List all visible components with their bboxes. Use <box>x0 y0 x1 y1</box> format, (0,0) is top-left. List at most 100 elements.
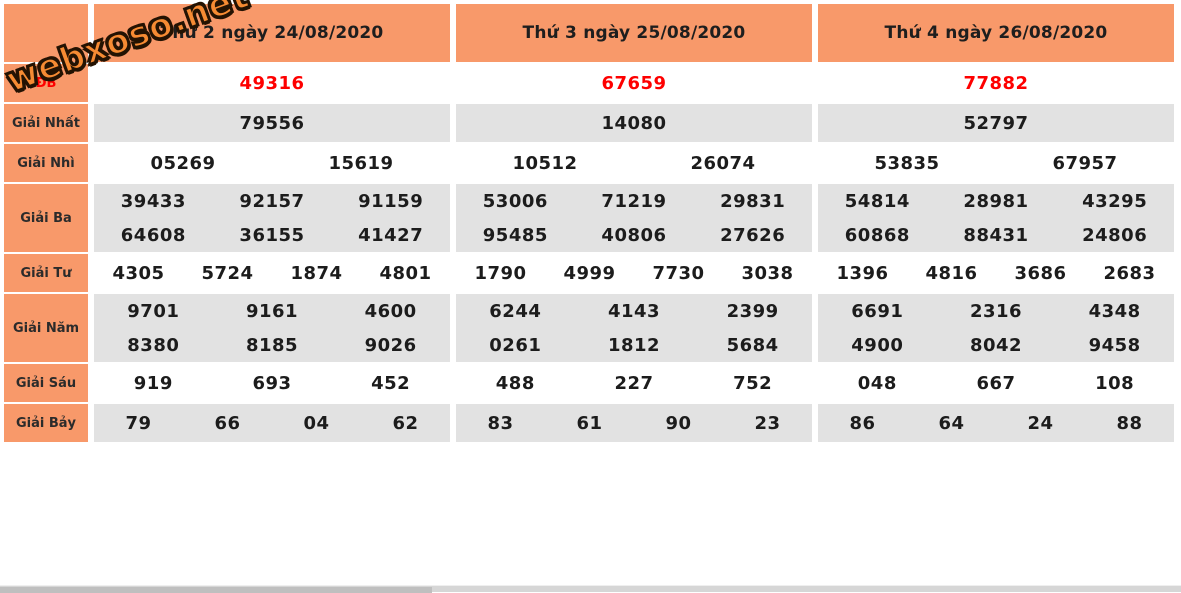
day-header: Thứ 3 ngày 25/08/2020 <box>456 4 812 62</box>
lottery-number: 91159 <box>358 190 424 212</box>
lottery-number: 2399 <box>726 300 779 322</box>
lottery-number: 04 <box>303 412 330 434</box>
lottery-number: 667 <box>976 372 1016 394</box>
lottery-number: 26074 <box>690 152 756 174</box>
lottery-number: 88431 <box>963 224 1029 246</box>
lottery-number: 05269 <box>150 152 216 174</box>
lottery-number: 919 <box>133 372 173 394</box>
lottery-number: 9026 <box>364 334 417 356</box>
prize-row-dac-biet: 67659 <box>456 64 812 102</box>
prize-label-nhi: Giải Nhì <box>4 144 88 182</box>
prize-row-giai-nhi: 53835 67957 <box>818 144 1174 182</box>
prize-row-giai-nhi: 10512 26074 <box>456 144 812 182</box>
lottery-number: 64608 <box>120 224 186 246</box>
lottery-number: 67957 <box>1052 152 1118 174</box>
prize-row-giai-ba: 53006 71219 29831 95485 40806 27626 <box>456 184 812 252</box>
day-columns: Thứ 2 ngày 24/08/2020 49316 79556 05269 1… <box>94 4 1174 442</box>
prize-row-giai-ba: 54814 28981 43295 60868 88431 24806 <box>818 184 1174 252</box>
lottery-number: 8185 <box>245 334 299 356</box>
lottery-number: 27626 <box>720 224 786 246</box>
lottery-number: 88 <box>1116 412 1143 434</box>
lottery-number: 24 <box>1027 412 1054 434</box>
lottery-number: 60868 <box>844 224 910 246</box>
lottery-number: 24806 <box>1082 224 1148 246</box>
horizontal-scrollbar-track[interactable] <box>0 585 1181 593</box>
label-column-header <box>4 4 88 62</box>
lottery-number: 1790 <box>474 262 527 284</box>
lottery-number: 3038 <box>741 262 794 284</box>
lottery-number: 7730 <box>652 262 705 284</box>
lottery-number: 39433 <box>120 190 186 212</box>
lottery-number: 61 <box>576 412 603 434</box>
prize-row-giai-tu: 4305 5724 1874 4801 <box>94 254 450 292</box>
prize-row-giai-sau: 919 693 452 <box>94 364 450 402</box>
lottery-number: 1874 <box>290 262 343 284</box>
lottery-number: 048 <box>857 372 897 394</box>
lottery-number: 693 <box>252 372 292 394</box>
day-header: Thứ 2 ngày 24/08/2020 <box>94 4 450 62</box>
lottery-number: 90 <box>665 412 692 434</box>
prize-row-giai-nhat: 52797 <box>818 104 1174 142</box>
lottery-number: 41427 <box>358 224 424 246</box>
lottery-number: 28981 <box>963 190 1029 212</box>
lottery-number: 8042 <box>969 334 1023 356</box>
prize-label-tu: Giải Tư <box>4 254 88 292</box>
lottery-number: 452 <box>371 372 411 394</box>
prize-label-sau: Giải Sáu <box>4 364 88 402</box>
prize-row-giai-ba: 39433 92157 91159 64608 36155 41427 <box>94 184 450 252</box>
lottery-number: 10512 <box>512 152 578 174</box>
lottery-number: 83 <box>487 412 514 434</box>
prize-row-giai-bay: 83 61 90 23 <box>456 404 812 442</box>
lottery-number: 86 <box>849 412 876 434</box>
lottery-number: 54814 <box>844 190 910 212</box>
prize-row-giai-nam: 6691 2316 4348 4900 8042 9458 <box>818 294 1174 362</box>
lottery-number: 4143 <box>607 300 661 322</box>
lottery-number: 52797 <box>963 112 1029 134</box>
lottery-number: 40806 <box>601 224 667 246</box>
prize-label-db: ĐB <box>4 64 88 102</box>
lottery-number: 4900 <box>851 334 904 356</box>
lottery-number: 71219 <box>601 190 667 212</box>
day-column: Thứ 4 ngày 26/08/2020 77882 52797 53835 6… <box>818 4 1174 442</box>
prize-row-giai-bay: 86 64 24 88 <box>818 404 1174 442</box>
prize-row-giai-tu: 1790 4999 7730 3038 <box>456 254 812 292</box>
prize-label-nam: Giải Năm <box>4 294 88 362</box>
lottery-number: 23 <box>754 412 781 434</box>
lottery-number: 64 <box>938 412 965 434</box>
scrollbar-thumb[interactable] <box>0 587 432 593</box>
lottery-number: 9458 <box>1088 334 1141 356</box>
prize-label-bay: Giải Bảy <box>4 404 88 442</box>
lottery-number: 488 <box>495 372 535 394</box>
day-header: Thứ 4 ngày 26/08/2020 <box>818 4 1174 62</box>
prize-row-dac-biet: 77882 <box>818 64 1174 102</box>
prize-label-column: ĐB Giải Nhất Giải Nhì Giải Ba Giải Tư Giải Nă… <box>4 4 88 442</box>
lottery-number: 53006 <box>482 190 548 212</box>
lottery-number: 2316 <box>969 300 1023 322</box>
lottery-number: 4816 <box>925 262 978 284</box>
lottery-number: 1396 <box>836 262 889 284</box>
prize-row-giai-nam: 9701 9161 4600 8380 8185 9026 <box>94 294 450 362</box>
lottery-number: 108 <box>1095 372 1135 394</box>
lottery-number: 36155 <box>239 224 305 246</box>
lottery-number: 67659 <box>601 72 667 94</box>
prize-row-giai-bay: 79 66 04 62 <box>94 404 450 442</box>
prize-row-giai-nhat: 14080 <box>456 104 812 142</box>
prize-row-giai-sau: 048 667 108 <box>818 364 1174 402</box>
lottery-number: 9701 <box>127 300 180 322</box>
lottery-number: 53835 <box>874 152 940 174</box>
lottery-number: 4801 <box>379 262 432 284</box>
lottery-number: 92157 <box>239 190 305 212</box>
prize-row-giai-tu: 1396 4816 3686 2683 <box>818 254 1174 292</box>
lottery-number: 3686 <box>1014 262 1067 284</box>
lottery-number: 79556 <box>239 112 305 134</box>
lottery-number: 43295 <box>1082 190 1148 212</box>
lottery-number: 62 <box>392 412 419 434</box>
lottery-number: 2683 <box>1103 262 1156 284</box>
lottery-number: 0261 <box>489 334 542 356</box>
prize-row-giai-nhi: 05269 15619 <box>94 144 450 182</box>
prize-label-nhat: Giải Nhất <box>4 104 88 142</box>
lottery-number: 752 <box>733 372 773 394</box>
lottery-number: 5724 <box>201 262 254 284</box>
lottery-number: 227 <box>614 372 654 394</box>
lottery-number: 6691 <box>851 300 904 322</box>
